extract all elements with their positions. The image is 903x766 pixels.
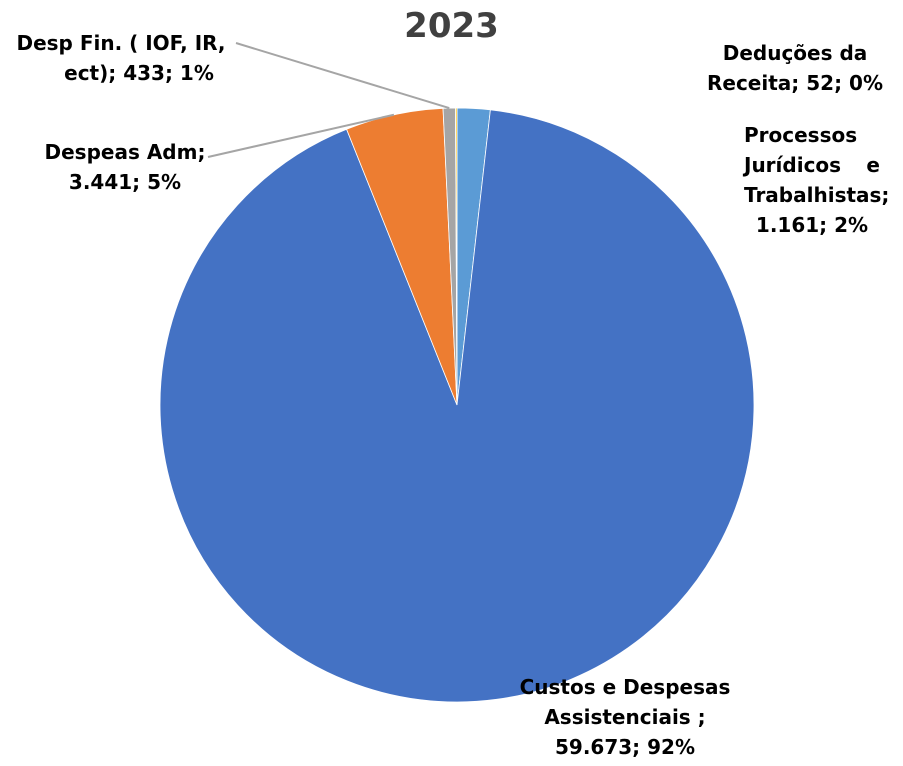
data-label-line: Deduções da [722,41,868,65]
data-label-line: Processos [744,123,858,147]
leader-line-desp-fin [235,42,450,110]
data-label-custos: Custos e Despesas Assistenciais ; 59.673… [500,672,750,762]
data-label-line: Desp Fin. ( IOF, IR, [16,31,226,55]
data-label-line: Custos e Despesas [519,675,731,699]
data-label-line: Assistenciais ; [544,705,706,729]
data-label-desp-fin: Desp Fin. ( IOF, IR, ect); 433; 1% [12,28,230,88]
data-label-line: Despeas Adm; [44,140,206,164]
pie-slice-1 [159,109,755,703]
chart-title: 2023 [404,6,499,46]
data-label-line: 1.161; 2% [755,213,869,237]
leader-lines [207,42,450,158]
pie-slice-4 [455,107,458,406]
data-label-line: Jurídicos e [744,153,880,177]
data-label-line: ect); 433; 1% [64,61,214,85]
data-label-processos: Processos Jurídicos e Trabalhistas; 1.16… [744,120,890,240]
data-label-deducoes: Deduções da Receita; 52; 0% [705,38,885,98]
pie-slices [159,107,755,703]
data-label-line: Trabalhistas; [744,183,890,207]
data-label-line: 59.673; 92% [554,735,695,759]
data-label-line: 3.441; 5% [68,170,182,194]
data-label-line: Receita; 52; 0% [706,71,883,95]
data-label-despeas-adm: Despeas Adm; 3.441; 5% [40,137,210,197]
leader-line-despeas-adm [207,113,395,158]
